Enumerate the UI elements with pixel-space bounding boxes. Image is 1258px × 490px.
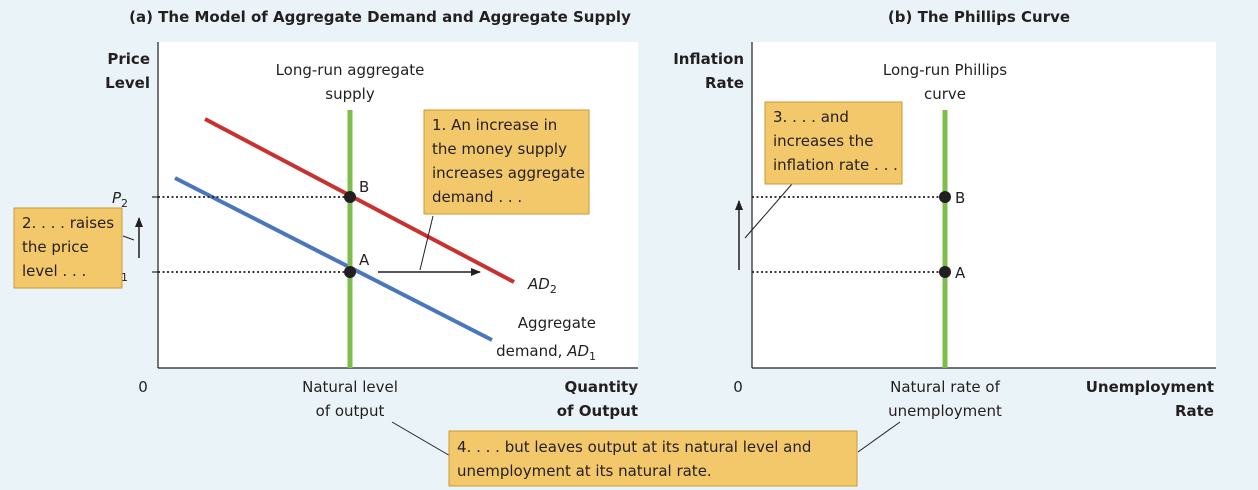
panel-b-y-axis-title-line1: Inflation [673,50,744,68]
note4-line2: unemployment at its natural rate. [457,462,712,480]
panel-b-y-axis-title-line2: Rate [705,74,744,92]
p2-label: P2 [112,189,128,210]
panel-b-origin: 0 [733,378,743,396]
note1-line2: the money supply [432,140,567,158]
panel-b-point-a [939,266,951,278]
panel-a-x-tick-label-line1: Natural level [302,378,398,396]
note3-box [764,101,903,185]
panel-a-x-tick-label-line2: of output [316,402,385,420]
panel-a-origin: 0 [138,378,148,396]
lras-label-line2: supply [325,85,375,103]
panel-a-point-b-label: B [359,178,369,196]
panel-b-point-a-label: A [955,264,966,282]
note4-pointer-left [391,421,453,458]
panel-b-x-tick-label-line1: Natural rate of [890,378,1001,396]
note2-line3: level . . . [22,262,86,280]
note3-pointer [744,183,793,239]
note1-line3: increases aggregate [432,164,585,182]
panel-b-x-tick-label-line2: unemployment [888,402,1002,420]
note2-box [13,207,123,289]
note3-line2: increases the [773,132,873,150]
panel-a-title: (a) The Model of Aggregate Demand and Ag… [129,8,631,26]
panel-b-x-axis-title-line2: Rate [1175,402,1214,420]
note1-line4: demand . . . [432,188,522,206]
note2-line2: the price [22,238,89,256]
panel-a-x-axis-title-line2: of Output [557,402,638,420]
ad2-curve [204,117,515,284]
note2-pointer [122,235,135,241]
panel-b-plot-area [752,42,1216,368]
ad1-label-line2: demand, AD1 [496,342,596,363]
panel-a-y-axis-title-line1: Price [107,50,150,68]
panel-b-title: (b) The Phillips Curve [888,8,1070,26]
note4-pointer-right [857,421,901,453]
panel-a-point-a [344,266,356,278]
ad1-label-line1: Aggregate [518,314,596,332]
panel-b-point-b [939,191,951,203]
panel-b-x-axis-title-line1: Unemployment [1086,378,1214,396]
lrpc-label-line2: curve [924,85,966,103]
ad2-label: AD2 [527,275,557,296]
lras-label-line1: Long-run aggregate [276,61,425,79]
note3-line1: 3. . . . and [773,108,849,126]
note1-pointer [419,215,434,271]
note2-line1: 2. . . . raises [22,214,114,232]
ad1-curve [174,176,493,342]
panel-a-x-axis-title-line1: Quantity [565,378,639,396]
note4-line1: 4. . . . but leaves output at its natura… [457,438,811,456]
panel-a-point-a-label: A [359,251,370,269]
panel-a-point-b [344,191,356,203]
note1-line1: 1. An increase in [432,116,557,134]
note3-line3: inflation rate . . . [773,156,898,174]
note1-box [423,109,590,215]
panel-a-y-axis-title-line2: Level [105,74,150,92]
lrpc-label-line1: Long-run Phillips [883,61,1007,79]
panel-b-point-b-label: B [955,189,965,207]
note4-box [448,430,858,487]
